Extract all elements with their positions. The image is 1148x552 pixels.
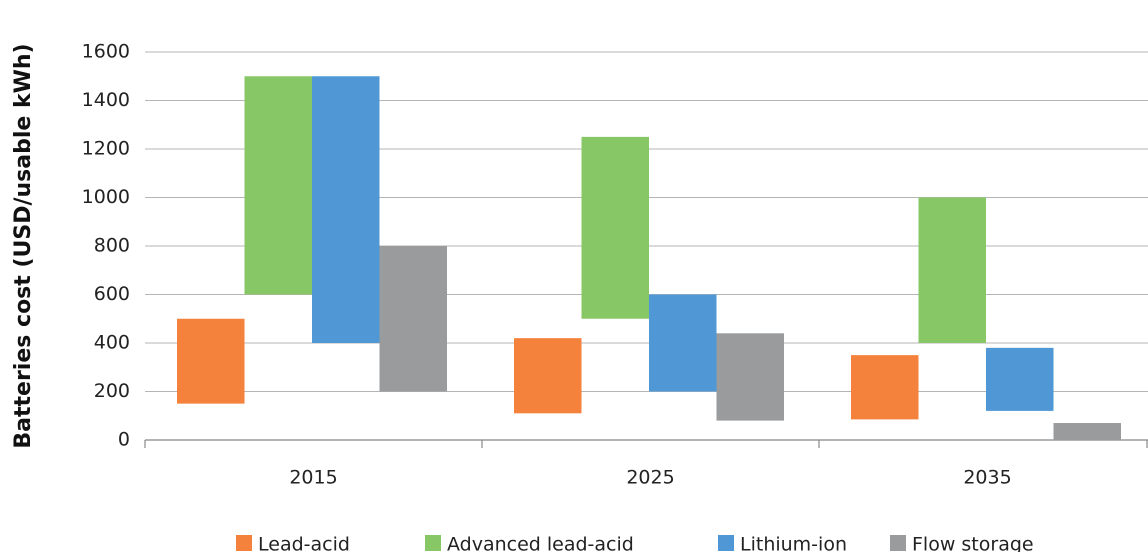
bar <box>918 197 986 343</box>
legend-swatch <box>890 535 906 551</box>
y-tick-label: 800 <box>94 235 130 257</box>
legend-label: Lead-acid <box>258 534 350 552</box>
y-tick-label: 1400 <box>82 89 130 111</box>
x-tick-label: 2015 <box>289 467 337 489</box>
legend-swatch <box>718 535 734 551</box>
y-tick-label: 1600 <box>82 41 130 63</box>
y-tick-label: 0 <box>118 429 130 451</box>
bar <box>379 246 447 392</box>
x-tick-label: 2035 <box>963 467 1011 489</box>
bar <box>581 136 649 319</box>
y-tick-label: 200 <box>94 380 130 402</box>
y-tick-label: 600 <box>94 283 130 305</box>
legend-label: Lithium-ion <box>740 534 847 552</box>
legend-label: Flow storage <box>912 534 1034 552</box>
y-tick-label: 1200 <box>82 138 130 160</box>
x-tick-label: 2025 <box>626 467 674 489</box>
bar <box>986 347 1054 411</box>
bar <box>177 318 245 404</box>
y-axis-label: Batteries cost (USD/usable kWh) <box>11 43 36 448</box>
bar <box>649 294 717 392</box>
bar <box>1053 423 1121 440</box>
bar <box>851 355 919 420</box>
bar <box>514 338 582 414</box>
y-tick-label: 400 <box>94 332 130 354</box>
legend-swatch <box>425 535 441 551</box>
bar <box>312 76 380 343</box>
legend-swatch <box>236 535 252 551</box>
bar <box>716 333 784 421</box>
y-tick-label: 1000 <box>82 186 130 208</box>
bar <box>244 76 312 295</box>
legend-label: Advanced lead-acid <box>447 534 634 552</box>
